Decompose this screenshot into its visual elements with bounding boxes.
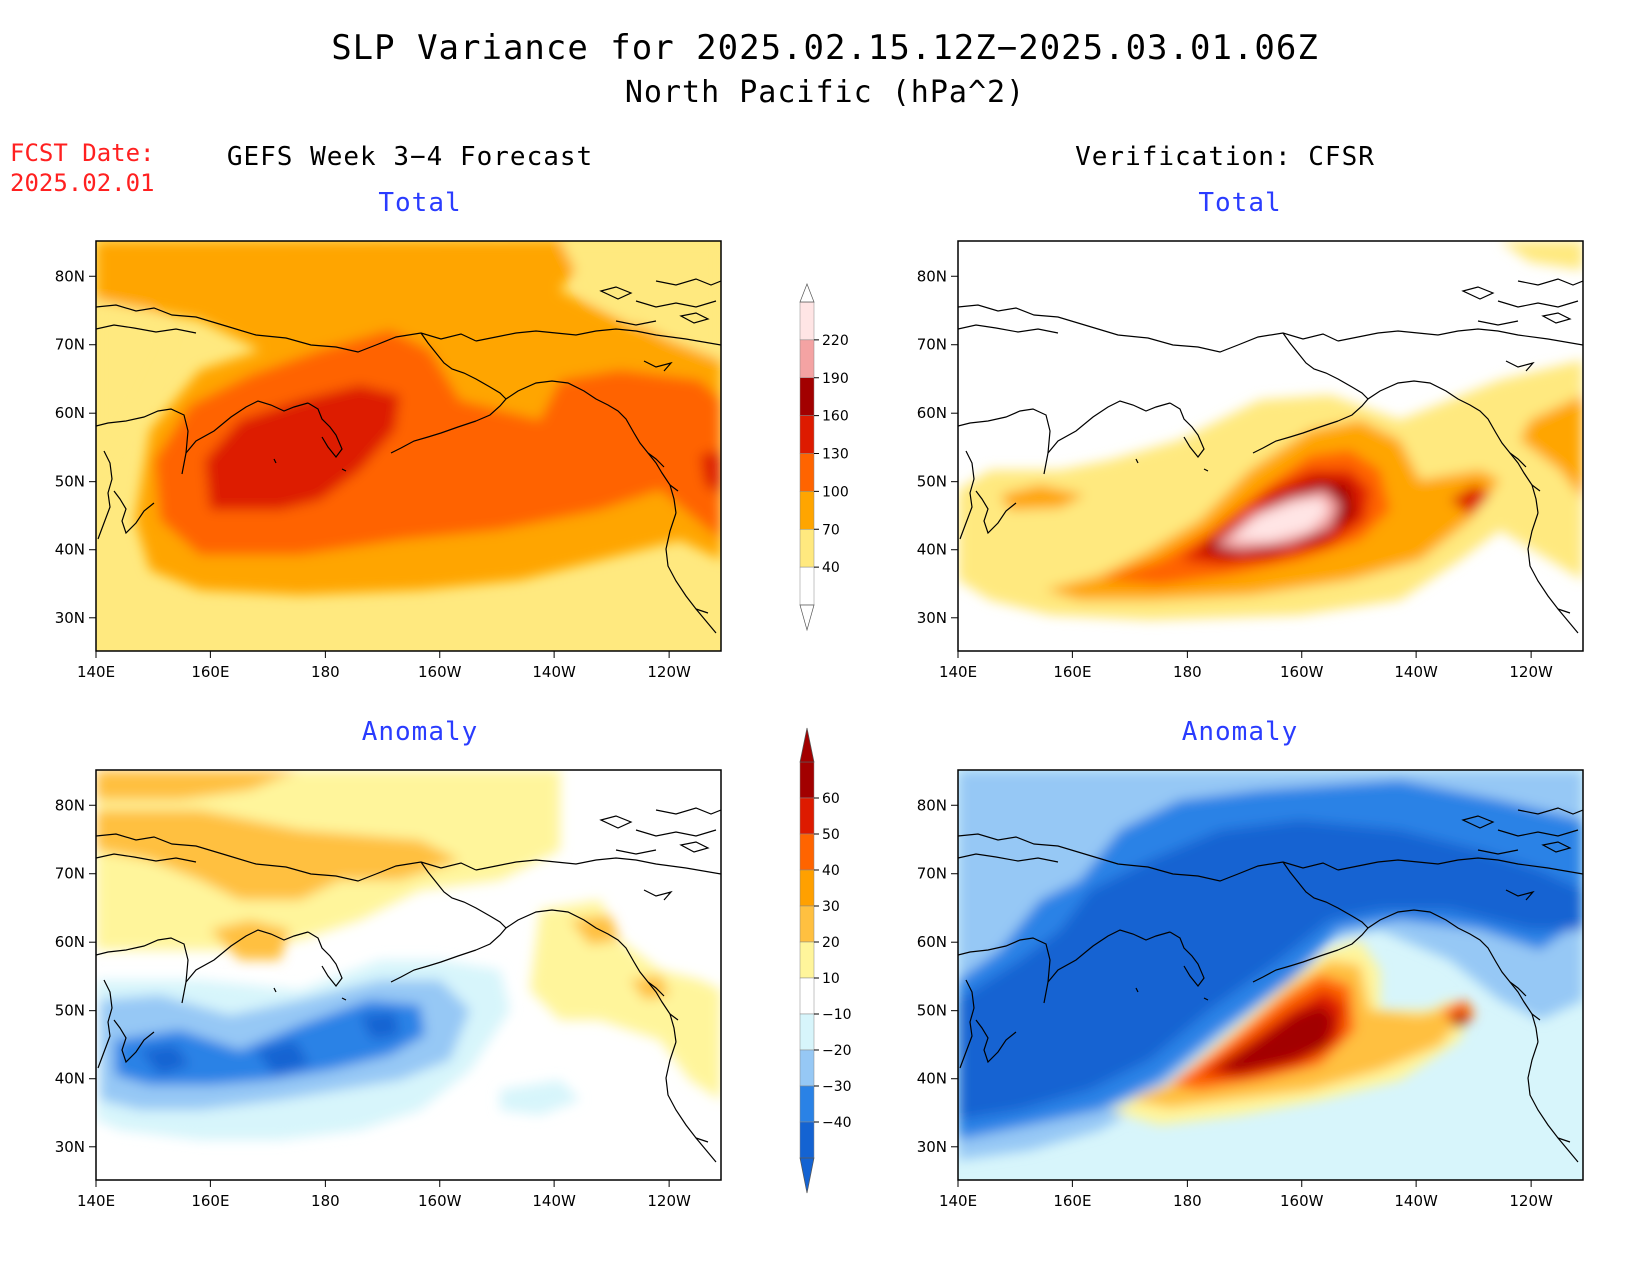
x-tick-label-bottom-right: 120W: [1509, 1192, 1553, 1210]
y-tick-label-top-right: 80N: [917, 267, 947, 285]
colorbar-anomaly-top-arrow: [800, 728, 814, 762]
colorbar-total-swatch: [800, 340, 814, 378]
x-tick-label-top-right: 160E: [1053, 663, 1091, 681]
x-tick-label-bottom-left: 140E: [77, 1192, 115, 1210]
y-tick-label-bottom-right: 30N: [917, 1138, 947, 1156]
y-tick-label-bottom-left: 50N: [55, 1002, 85, 1020]
y-tick-label-bottom-right: 80N: [917, 796, 947, 814]
x-tick-label-bottom-left: 140W: [532, 1192, 576, 1210]
y-tick-label-top-right: 70N: [917, 336, 947, 354]
colorbar-total: 40 70 100 130 160 190 220: [800, 284, 849, 630]
colorbar-total-swatch: [800, 529, 814, 567]
map-panel-verification-anomaly: [958, 770, 1583, 1180]
colorbar-total-swatch: [800, 491, 814, 529]
colorbar-anomaly-level-label: 50: [822, 827, 840, 843]
colorbar-total-level-label: 190: [822, 371, 849, 387]
colorbar-anomaly: −40 −30 −20 −10 10 20 30 40 50 60: [800, 728, 852, 1193]
x-tick-label-top-left: 140E: [77, 663, 115, 681]
colorbar-total-top-arrow: [800, 284, 814, 302]
y-tick-label-top-left: 70N: [55, 336, 85, 354]
colorbar-total-swatch: [800, 454, 814, 492]
x-tick-label-top-left: 160W: [418, 663, 462, 681]
x-tick-label-top-right: 120W: [1509, 663, 1553, 681]
colorbar-anomaly-swatch: [800, 906, 814, 942]
colorbar-anomaly-level-label: 20: [822, 935, 840, 951]
colorbar-total-level-label: 100: [822, 484, 849, 500]
colorbar-anomaly-swatch: [800, 870, 814, 906]
colorbar-total-level-label: 130: [822, 447, 849, 463]
y-tick-label-top-right: 40N: [917, 541, 947, 559]
colorbar-anomaly-bottom-arrow: [800, 1158, 814, 1193]
x-tick-label-top-right: 140E: [939, 663, 977, 681]
colorbar-anomaly-swatch: [800, 1086, 814, 1122]
x-tick-label-top-right: 180: [1173, 663, 1202, 681]
x-tick-label-top-left: 180: [311, 663, 340, 681]
y-tick-label-bottom-left: 80N: [55, 796, 85, 814]
y-tick-label-top-left: 40N: [55, 541, 85, 559]
x-tick-label-bottom-left: 120W: [647, 1192, 691, 1210]
colorbar-total-swatch: [800, 567, 814, 605]
colorbar-anomaly-swatch: [800, 1014, 814, 1050]
map-panel-verification-total: [958, 241, 1583, 651]
colorbar-total-level-label: 70: [822, 522, 840, 538]
y-tick-label-top-left: 80N: [55, 267, 85, 285]
x-tick-label-bottom-right: 160W: [1280, 1192, 1324, 1210]
colorbar-anomaly-swatch: [800, 798, 814, 834]
x-tick-label-bottom-left: 160E: [191, 1192, 229, 1210]
colorbar-anomaly-level-label: −40: [822, 1115, 852, 1131]
colorbar-anomaly-level-label: −20: [822, 1043, 852, 1059]
x-tick-label-bottom-right: 160E: [1053, 1192, 1091, 1210]
colorbar-total-level-label: 40: [822, 560, 840, 576]
map-panel-forecast-anomaly: [96, 770, 721, 1180]
colorbar-anomaly-swatch: [800, 978, 814, 1014]
x-tick-label-top-left: 140W: [532, 663, 576, 681]
colorbar-anomaly-level-label: −30: [822, 1079, 852, 1095]
colorbar-anomaly-swatch: [800, 942, 814, 978]
colorbar-total-swatch: [800, 416, 814, 454]
map-panel-forecast-total: [96, 240, 721, 651]
x-tick-label-top-left: 160E: [191, 663, 229, 681]
colorbar-anomaly-level-label: 10: [822, 971, 840, 987]
colorbar-anomaly-level-label: −10: [822, 1007, 852, 1023]
y-tick-label-top-right: 60N: [917, 404, 947, 422]
x-tick-label-bottom-right: 180: [1173, 1192, 1202, 1210]
x-tick-label-bottom-right: 140E: [939, 1192, 977, 1210]
x-tick-label-bottom-right: 140W: [1394, 1192, 1438, 1210]
x-tick-label-bottom-left: 160W: [418, 1192, 462, 1210]
y-tick-label-top-right: 50N: [917, 473, 947, 491]
y-tick-label-top-left: 50N: [55, 473, 85, 491]
y-tick-label-top-left: 30N: [55, 609, 85, 627]
x-tick-label-top-right: 140W: [1394, 663, 1438, 681]
colorbar-total-bottom-arrow: [800, 605, 814, 630]
y-tick-label-bottom-left: 60N: [55, 933, 85, 951]
colorbar-anomaly-level-label: 60: [822, 791, 840, 807]
x-tick-label-top-left: 120W: [647, 663, 691, 681]
colorbar-total-level-label: 220: [822, 333, 849, 349]
x-tick-label-bottom-left: 180: [311, 1192, 340, 1210]
y-tick-label-bottom-left: 30N: [55, 1138, 85, 1156]
colorbar-anomaly-swatch: [800, 1050, 814, 1086]
colorbar-anomaly-swatch: [800, 834, 814, 870]
colorbar-total-swatch: [800, 378, 814, 416]
y-tick-label-bottom-left: 70N: [55, 865, 85, 883]
colorbar-anomaly-level-label: 40: [822, 863, 840, 879]
colorbar-total-swatch: [800, 302, 814, 340]
y-tick-label-top-left: 60N: [55, 404, 85, 422]
colorbar-anomaly-swatch: [800, 762, 814, 798]
colorbar-anomaly-level-label: 30: [822, 899, 840, 915]
y-tick-label-bottom-right: 70N: [917, 865, 947, 883]
y-tick-label-bottom-right: 60N: [917, 933, 947, 951]
x-tick-label-top-right: 160W: [1280, 663, 1324, 681]
y-tick-label-bottom-right: 40N: [917, 1070, 947, 1088]
colorbar-anomaly-swatch: [800, 1122, 814, 1158]
y-tick-label-bottom-right: 50N: [917, 1002, 947, 1020]
colorbar-total-level-label: 160: [822, 409, 849, 425]
y-tick-label-bottom-left: 40N: [55, 1070, 85, 1088]
y-tick-label-top-right: 30N: [917, 609, 947, 627]
